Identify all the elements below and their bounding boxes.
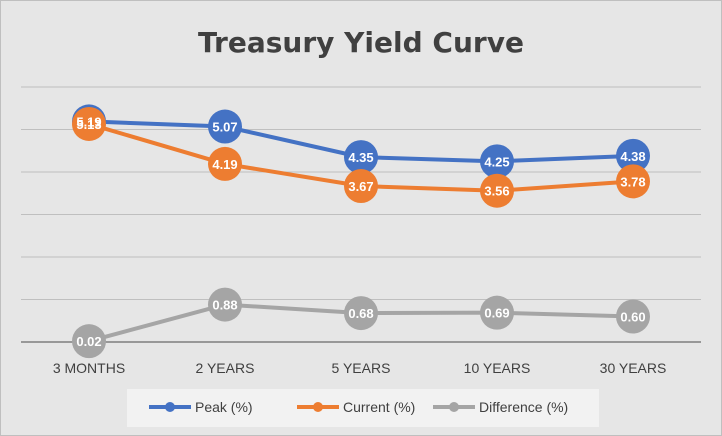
legend-marker	[165, 402, 175, 412]
data-point	[616, 164, 650, 199]
series-group	[72, 104, 650, 359]
data-point	[208, 146, 242, 181]
x-tick-label: 3 MONTHS	[53, 360, 125, 376]
data-label: 3.67	[348, 179, 373, 194]
data-point	[72, 324, 106, 359]
legend-entry: Current (%)	[343, 399, 415, 415]
data-label: 3.56	[484, 184, 509, 199]
legend-marker	[313, 402, 323, 412]
data-label: 0.02	[76, 334, 101, 349]
data-point	[616, 299, 650, 334]
data-point	[72, 106, 106, 141]
data-label: 5.19	[76, 114, 101, 129]
data-label: 0.60	[620, 310, 645, 325]
legend-entry: Peak (%)	[195, 399, 253, 415]
data-point	[480, 295, 514, 330]
data-point	[480, 144, 514, 179]
data-label: 0.88	[212, 298, 237, 313]
data-label: 4.25	[484, 154, 509, 169]
x-tick-label: 5 YEARS	[332, 360, 391, 376]
data-label: 0.69	[484, 306, 509, 321]
legend-box	[127, 389, 599, 427]
legend: Peak (%) Current (%) Difference (%)	[149, 399, 568, 415]
data-point	[344, 140, 378, 175]
x-tick-label: 10 YEARS	[464, 360, 531, 376]
data-point	[344, 296, 378, 331]
chart-title: Treasury Yield Curve	[198, 26, 524, 59]
data-point	[480, 173, 514, 208]
x-tick-label: 30 YEARS	[600, 360, 667, 376]
legend-marker	[449, 402, 459, 412]
x-tick-label: 2 YEARS	[196, 360, 255, 376]
data-label: 0.68	[348, 306, 373, 321]
data-label: 5.07	[212, 120, 237, 135]
data-label: 4.35	[348, 150, 373, 165]
data-label: 4.19	[212, 157, 237, 172]
data-label: 3.78	[620, 174, 645, 189]
data-point	[344, 169, 378, 204]
data-label: 5.13	[76, 117, 101, 132]
x-axis: 3 MONTHS 2 YEARS 5 YEARS 10 YEARS 30 YEARS	[53, 360, 667, 376]
legend-entry: Difference (%)	[479, 399, 568, 415]
data-point	[616, 138, 650, 173]
data-point	[208, 109, 242, 144]
data-labels: 5.19 5.07 4.35 4.25 4.38 5.13 4.19 3.67 3.56 3.78…	[76, 114, 645, 349]
data-label: 4.38	[620, 149, 645, 164]
data-point	[208, 287, 242, 322]
